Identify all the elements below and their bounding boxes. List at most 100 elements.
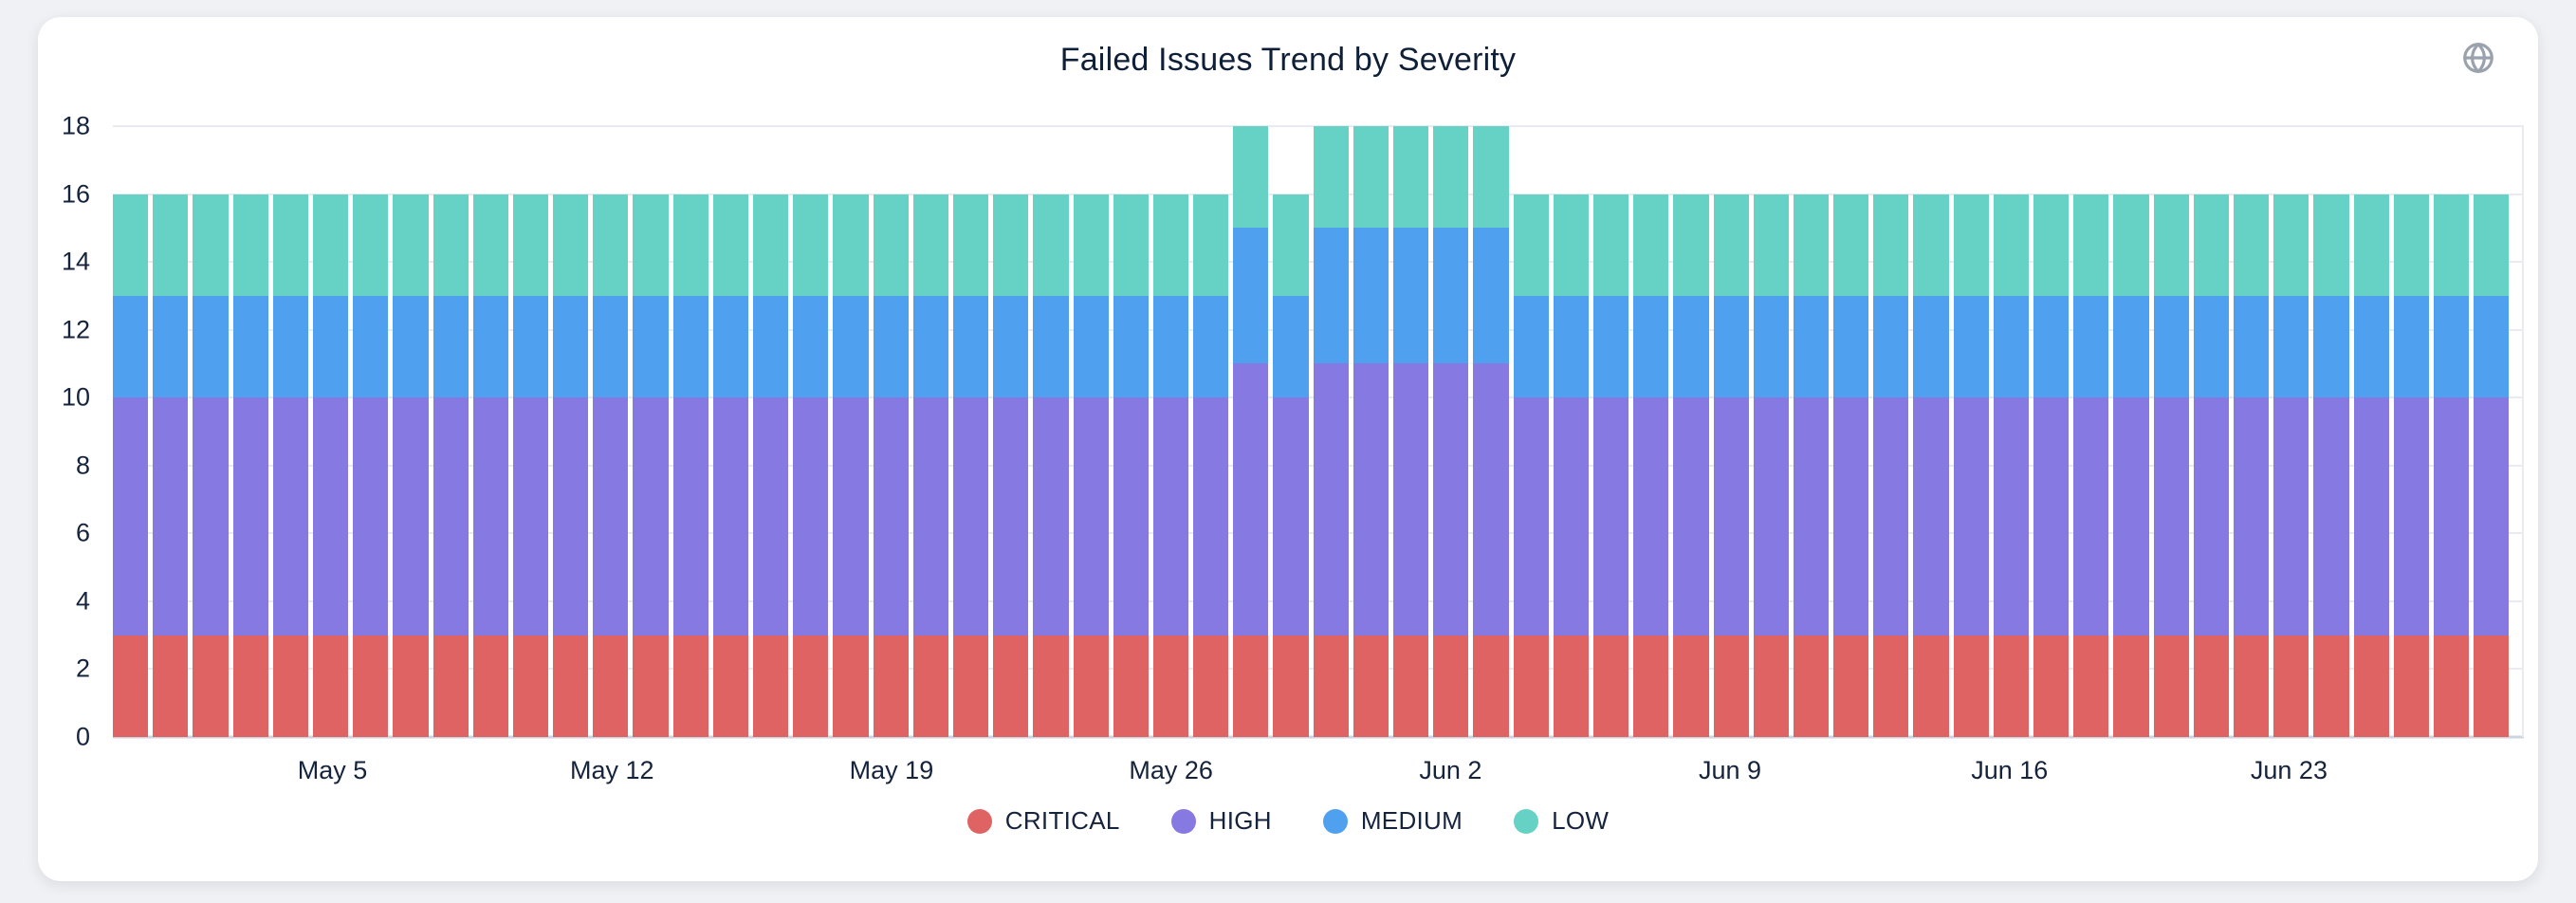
- bar-segment-critical[interactable]: [1913, 635, 1949, 737]
- bar-may-20[interactable]: [912, 126, 948, 737]
- bar-segment-low[interactable]: [1433, 126, 1469, 229]
- bar-segment-high[interactable]: [1913, 397, 1949, 636]
- bar-segment-medium[interactable]: [1352, 228, 1389, 364]
- bar-segment-high[interactable]: [1633, 397, 1669, 636]
- bar-may-21[interactable]: [952, 126, 989, 737]
- bar-segment-low[interactable]: [2033, 194, 2070, 296]
- bar-segment-low[interactable]: [993, 194, 1029, 296]
- bar-may-19[interactable]: [873, 126, 909, 737]
- bar-segment-critical[interactable]: [272, 635, 308, 737]
- bar-segment-medium[interactable]: [193, 295, 229, 398]
- bar-segment-critical[interactable]: [393, 635, 429, 737]
- bar-may-29[interactable]: [1273, 126, 1309, 737]
- bar-segment-low[interactable]: [712, 194, 748, 296]
- bar-segment-low[interactable]: [2474, 194, 2510, 296]
- bar-segment-critical[interactable]: [2073, 635, 2109, 737]
- bar-may-30[interactable]: [1313, 126, 1349, 737]
- bar-segment-low[interactable]: [633, 194, 669, 296]
- bar-segment-medium[interactable]: [1113, 295, 1149, 398]
- bar-segment-medium[interactable]: [1993, 295, 2029, 398]
- bar-segment-low[interactable]: [1953, 194, 1989, 296]
- bar-segment-critical[interactable]: [1273, 635, 1309, 737]
- bar-may-25[interactable]: [1113, 126, 1149, 737]
- bar-segment-medium[interactable]: [2353, 295, 2389, 398]
- bar-segment-critical[interactable]: [1553, 635, 1589, 737]
- bar-segment-medium[interactable]: [1513, 295, 1549, 398]
- bar-segment-critical[interactable]: [232, 635, 268, 737]
- bar-segment-high[interactable]: [672, 397, 708, 636]
- bar-segment-low[interactable]: [2273, 194, 2309, 296]
- bar-segment-critical[interactable]: [2273, 635, 2309, 737]
- bar-segment-critical[interactable]: [1352, 635, 1389, 737]
- bar-segment-critical[interactable]: [1152, 635, 1189, 737]
- bar-segment-high[interactable]: [793, 397, 829, 636]
- bar-segment-medium[interactable]: [2273, 295, 2309, 398]
- bar-jun-13[interactable]: [1873, 126, 1909, 737]
- bar-segment-critical[interactable]: [2113, 635, 2149, 737]
- bar-segment-critical[interactable]: [1592, 635, 1629, 737]
- bar-segment-critical[interactable]: [1753, 635, 1789, 737]
- bar-may-6[interactable]: [353, 126, 389, 737]
- bar-segment-low[interactable]: [1753, 194, 1789, 296]
- bar-segment-high[interactable]: [1473, 363, 1509, 636]
- bar-jun-22[interactable]: [2233, 126, 2270, 737]
- bar-segment-critical[interactable]: [1513, 635, 1549, 737]
- bar-segment-low[interactable]: [1193, 194, 1229, 296]
- bar-segment-high[interactable]: [833, 397, 869, 636]
- bar-apr-30[interactable]: [113, 126, 149, 737]
- bar-segment-high[interactable]: [1433, 363, 1469, 636]
- bar-may-24[interactable]: [1073, 126, 1109, 737]
- bar-segment-high[interactable]: [2153, 397, 2189, 636]
- bar-segment-critical[interactable]: [1393, 635, 1429, 737]
- bar-segment-high[interactable]: [2113, 397, 2149, 636]
- bar-segment-high[interactable]: [312, 397, 349, 636]
- bar-segment-low[interactable]: [2353, 194, 2389, 296]
- bar-segment-medium[interactable]: [633, 295, 669, 398]
- bar-segment-critical[interactable]: [2474, 635, 2510, 737]
- bar-segment-critical[interactable]: [1713, 635, 1749, 737]
- bar-may-1[interactable]: [153, 126, 189, 737]
- bar-segment-critical[interactable]: [593, 635, 629, 737]
- bar-segment-high[interactable]: [1152, 397, 1189, 636]
- bar-segment-medium[interactable]: [952, 295, 989, 398]
- bar-segment-low[interactable]: [1553, 194, 1589, 296]
- bar-segment-medium[interactable]: [2393, 295, 2429, 398]
- bar-jun-18[interactable]: [2073, 126, 2109, 737]
- bar-may-3[interactable]: [232, 126, 268, 737]
- bar-may-22[interactable]: [993, 126, 1029, 737]
- bar-segment-high[interactable]: [512, 397, 549, 636]
- bar-segment-critical[interactable]: [1073, 635, 1109, 737]
- bar-may-9[interactable]: [472, 126, 508, 737]
- bar-may-14[interactable]: [672, 126, 708, 737]
- bar-segment-high[interactable]: [2193, 397, 2229, 636]
- bar-jun-1[interactable]: [1393, 126, 1429, 737]
- bar-segment-medium[interactable]: [753, 295, 789, 398]
- bar-jun-4[interactable]: [1513, 126, 1549, 737]
- bar-segment-critical[interactable]: [633, 635, 669, 737]
- bar-segment-critical[interactable]: [1193, 635, 1229, 737]
- bar-segment-high[interactable]: [1393, 363, 1429, 636]
- bar-segment-critical[interactable]: [952, 635, 989, 737]
- bar-segment-medium[interactable]: [1953, 295, 1989, 398]
- bar-segment-high[interactable]: [1873, 397, 1909, 636]
- bar-segment-medium[interactable]: [2313, 295, 2349, 398]
- bar-segment-low[interactable]: [1313, 126, 1349, 229]
- bar-may-12[interactable]: [593, 126, 629, 737]
- bar-segment-critical[interactable]: [2353, 635, 2389, 737]
- bar-segment-low[interactable]: [472, 194, 508, 296]
- bar-segment-medium[interactable]: [2233, 295, 2270, 398]
- legend-item-critical[interactable]: CRITICAL: [966, 806, 1120, 836]
- bar-segment-critical[interactable]: [1873, 635, 1909, 737]
- bar-segment-low[interactable]: [873, 194, 909, 296]
- bar-segment-critical[interactable]: [193, 635, 229, 737]
- bar-segment-low[interactable]: [193, 194, 229, 296]
- bar-segment-low[interactable]: [1873, 194, 1909, 296]
- bar-segment-low[interactable]: [593, 194, 629, 296]
- bar-segment-high[interactable]: [1592, 397, 1629, 636]
- bar-segment-medium[interactable]: [793, 295, 829, 398]
- bar-segment-medium[interactable]: [1233, 228, 1269, 364]
- bar-segment-high[interactable]: [472, 397, 508, 636]
- bar-segment-high[interactable]: [432, 397, 469, 636]
- bar-segment-high[interactable]: [1193, 397, 1229, 636]
- bar-segment-medium[interactable]: [2433, 295, 2470, 398]
